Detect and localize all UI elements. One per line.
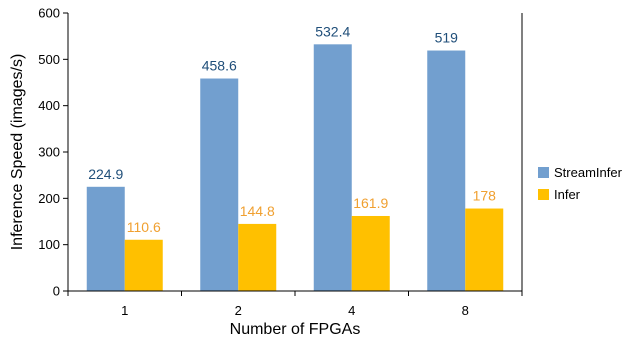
y-axis-ticks: 0 100 200 300 400 500 600 (38, 6, 68, 299)
legend-swatch (538, 167, 549, 178)
data-label: 519 (435, 30, 459, 46)
bar-streaminfer (86, 186, 125, 291)
legend: StreamInfer Infer (538, 165, 623, 202)
x-axis-title: Number of FPGAs (230, 321, 361, 338)
bar-streaminfer (200, 78, 239, 291)
bar-infer (465, 208, 504, 291)
data-label: 110.6 (127, 219, 161, 235)
data-label: 178 (473, 188, 497, 204)
data-label: 144.8 (240, 203, 275, 219)
legend-swatch (538, 189, 549, 200)
data-label: 458.6 (202, 58, 237, 74)
bar-infer (238, 223, 277, 291)
data-labels: 224.9 458.6 532.4 519 110.6 144.8 161.9 178 (88, 23, 496, 234)
y-tick-label: 200 (38, 191, 60, 206)
y-tick-label: 300 (38, 145, 60, 160)
x-tick-label: 4 (348, 303, 355, 318)
y-tick-label: 0 (53, 284, 60, 299)
x-axis-ticks: 1 2 4 8 (67, 291, 523, 318)
y-axis-title: Inference Speed (images/s) (9, 54, 26, 251)
bar-infer (124, 239, 163, 291)
x-tick-label: 2 (235, 303, 242, 318)
bar-streaminfer (427, 50, 466, 291)
y-tick-label: 400 (38, 98, 60, 113)
bar-infer (351, 215, 390, 291)
legend-label: Infer (554, 187, 581, 202)
y-tick-label: 100 (38, 237, 60, 252)
data-label: 532.4 (315, 23, 350, 39)
x-tick-label: 1 (121, 303, 128, 318)
bars (86, 44, 504, 291)
bar-streaminfer (313, 44, 352, 291)
y-tick-label: 500 (38, 52, 60, 67)
data-label: 224.9 (88, 166, 123, 182)
data-label: 161.9 (353, 195, 388, 211)
legend-label: StreamInfer (554, 165, 623, 180)
y-tick-label: 600 (38, 6, 60, 21)
x-tick-label: 8 (462, 303, 469, 318)
